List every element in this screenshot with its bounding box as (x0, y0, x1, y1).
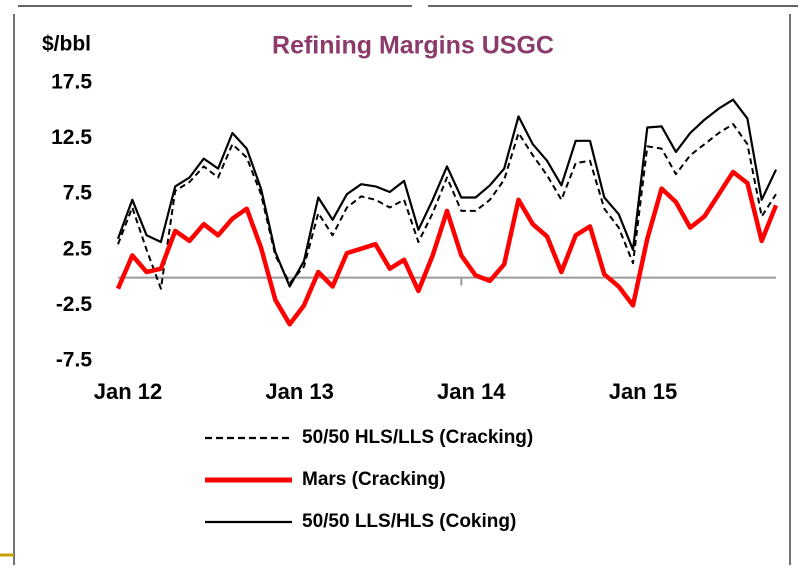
y-tick-label: 17.5 (51, 71, 92, 94)
series-line (117, 123, 777, 290)
series-line (116, 98, 777, 288)
y-axis-label: $/bbl (42, 33, 91, 56)
y-tick-label: 2.5 (63, 237, 93, 260)
y-tick-label: 7.5 (63, 182, 93, 205)
legend-label: Mars (Cracking) (302, 469, 446, 490)
y-tick-label: -2.5 (56, 293, 93, 316)
series-line (115, 169, 779, 327)
legend-label: 50/50 LLS/HLS (Coking) (302, 511, 516, 532)
x-tick-label: Jan 13 (265, 379, 334, 404)
y-tick-label: 12.5 (51, 126, 92, 149)
x-tick-label: Jan 12 (94, 379, 163, 404)
y-tick-label: -7.5 (56, 349, 93, 372)
chart-title: Refining Margins USGC (272, 32, 554, 60)
legend-label: 50/50 HLS/LLS (Cracking) (302, 427, 533, 448)
x-tick-label: Jan 14 (437, 379, 506, 404)
x-tick-label: Jan 15 (609, 379, 678, 404)
